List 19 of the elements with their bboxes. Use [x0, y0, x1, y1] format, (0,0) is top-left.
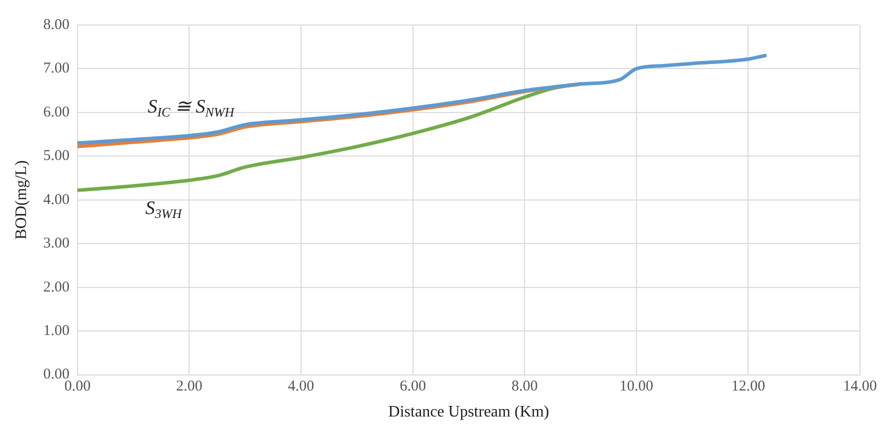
- line-series: [77, 54, 767, 145]
- y-tick-label: 5.00: [43, 148, 70, 164]
- y-tick-label: 8.00: [43, 16, 70, 33]
- x-tick-label: 4.00: [288, 378, 314, 395]
- x-tick-label: 10.00: [620, 378, 654, 395]
- y-tick-label: 7.00: [43, 60, 70, 77]
- x-tick-label: 14.00: [843, 378, 877, 395]
- x-tick-label: 6.00: [400, 378, 426, 395]
- x-axis-title: Distance Upstream (Km): [388, 404, 550, 421]
- x-tick-label: 0.00: [64, 378, 91, 395]
- x-tick-label: 2.00: [176, 378, 202, 395]
- y-tick-label: 3.00: [43, 236, 70, 252]
- y-tick-label: 4.00: [43, 192, 70, 208]
- y-tick-label: 2.00: [43, 279, 70, 296]
- x-tick-label: 12.00: [731, 378, 766, 395]
- x-tick-label: 8.00: [511, 378, 538, 395]
- y-tick-label: 6.00: [43, 104, 70, 120]
- y-axis-title: BOD(mg/L): [12, 160, 30, 240]
- y-tick-label: 1.00: [43, 323, 70, 340]
